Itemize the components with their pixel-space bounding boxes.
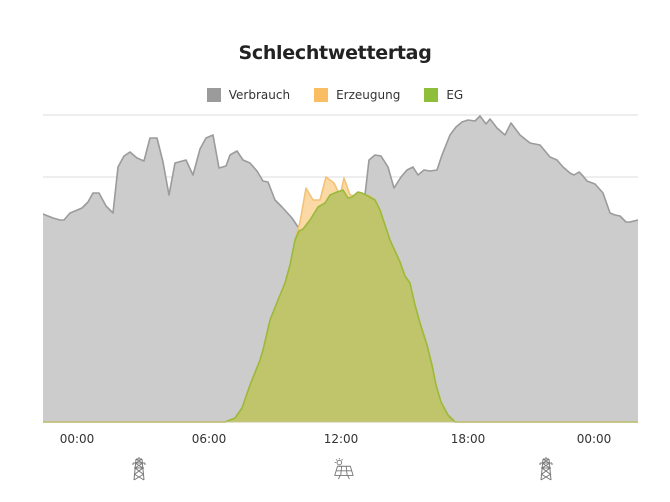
series-layer <box>42 115 639 423</box>
legend-swatch-verbrauch <box>206 88 221 102</box>
x-tick-label: 00:00 <box>59 432 95 446</box>
chart-title: Schlechtwettertag <box>238 42 432 64</box>
area-eg <box>43 190 638 422</box>
legend-label-erzeugung: Erzeugung <box>336 88 401 102</box>
legend-label-verbrauch: Verbrauch <box>228 88 291 102</box>
x-tick-label: 06:00 <box>191 432 227 446</box>
x-tick-label: 00:00 <box>576 432 612 446</box>
legend-swatch-erzeugung <box>314 88 329 102</box>
x-tick-label: 12:00 <box>323 432 359 446</box>
legend-item-erzeugung[interactable]: Erzeugung <box>314 88 400 102</box>
legend-item-verbrauch[interactable]: Verbrauch <box>206 88 291 102</box>
legend: Verbrauch Erzeugung EG <box>0 88 670 102</box>
line-eg <box>43 189 638 423</box>
legend-label-eg: EG <box>446 88 464 102</box>
legend-item-eg[interactable]: EG <box>424 88 463 102</box>
power-tower-icon <box>132 457 146 481</box>
solar-panel-icon <box>334 458 354 480</box>
power-tower-icon <box>539 457 553 481</box>
x-tick-label: 18:00 <box>450 432 486 446</box>
legend-swatch-eg <box>424 88 439 102</box>
